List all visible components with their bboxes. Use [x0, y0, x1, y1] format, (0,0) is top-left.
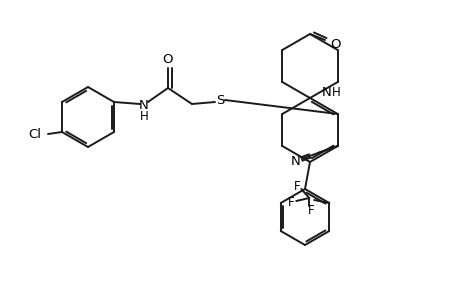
Text: F: F: [287, 196, 294, 209]
Text: N: N: [290, 154, 300, 167]
Text: F: F: [307, 203, 314, 217]
Text: S: S: [215, 94, 224, 106]
Text: O: O: [330, 38, 341, 52]
Text: H: H: [331, 85, 340, 98]
Text: N: N: [139, 98, 149, 112]
Text: O: O: [162, 52, 173, 65]
Text: H: H: [139, 110, 148, 122]
Text: N: N: [321, 85, 331, 98]
Text: F: F: [293, 179, 300, 193]
Text: Cl: Cl: [28, 128, 41, 140]
